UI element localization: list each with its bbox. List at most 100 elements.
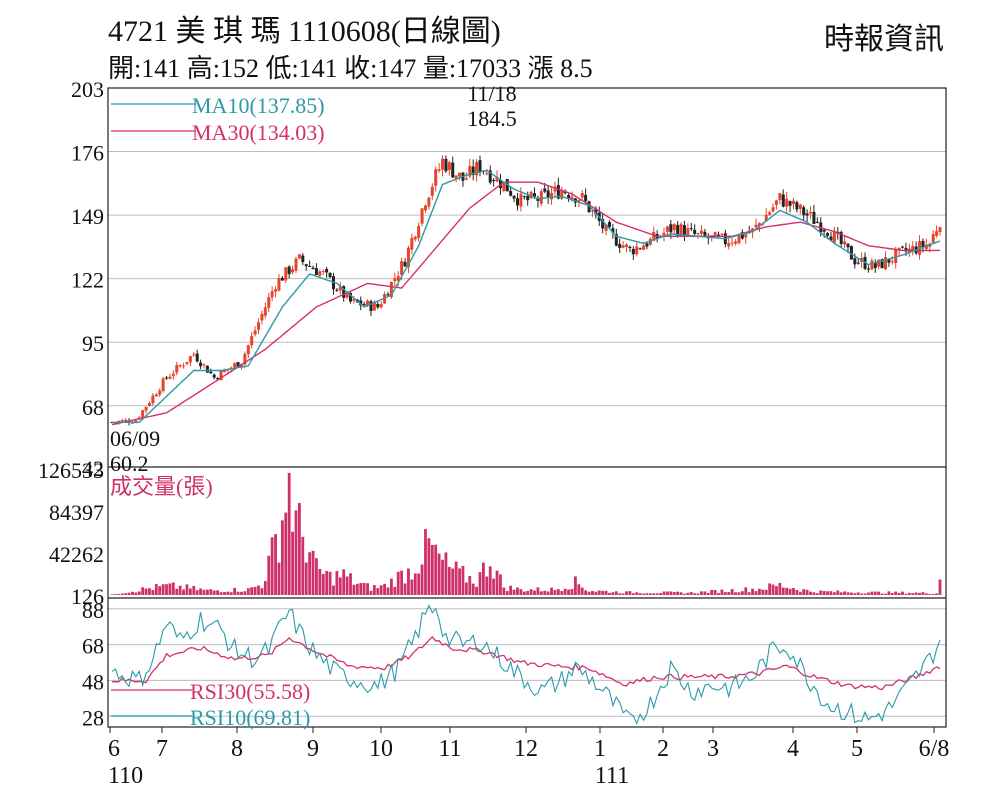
volume-bar xyxy=(826,591,829,595)
volume-bar xyxy=(335,571,339,595)
volume-bar xyxy=(233,587,237,595)
volume-bar xyxy=(447,566,451,595)
candle-body xyxy=(717,234,721,236)
candle-body xyxy=(829,236,833,241)
candle-body xyxy=(369,301,373,312)
volume-tick-label: 126533 xyxy=(38,458,104,483)
volume-bar xyxy=(386,587,390,595)
candle-body xyxy=(498,179,502,189)
candle-body xyxy=(216,378,220,380)
candle-body xyxy=(144,406,148,411)
candle-body xyxy=(168,376,172,379)
volume-bar xyxy=(836,590,840,595)
volume-bar xyxy=(921,592,925,595)
volume-bar xyxy=(376,588,380,595)
candle-body xyxy=(754,224,758,228)
volume-bar xyxy=(393,586,397,595)
candle-body xyxy=(873,262,877,269)
candle-body xyxy=(778,193,782,200)
candle-body xyxy=(781,194,785,207)
candle-body xyxy=(447,162,451,171)
candle-body xyxy=(519,193,523,207)
volume-bar xyxy=(843,591,846,595)
candle-body xyxy=(417,225,421,238)
volume-bar xyxy=(550,587,553,595)
volume-bar xyxy=(897,592,901,595)
volume-bar xyxy=(315,558,318,595)
candle-body xyxy=(682,225,686,237)
volume-bar xyxy=(308,552,312,595)
volume-bar xyxy=(771,584,775,595)
candle-body xyxy=(764,214,768,222)
volume-bar xyxy=(304,562,308,595)
volume-bar xyxy=(464,582,468,595)
volume-bar xyxy=(216,590,220,595)
candle-body xyxy=(158,390,162,395)
volume-bar xyxy=(611,592,615,595)
volume-bar xyxy=(798,591,802,595)
candle-body xyxy=(689,228,693,230)
volume-bar xyxy=(625,591,628,595)
volume-bar xyxy=(124,593,128,595)
x-axis-month-label: 6/8 xyxy=(919,736,950,762)
volume-bar xyxy=(570,588,574,595)
volume-bar xyxy=(832,592,836,595)
volume-bar xyxy=(430,544,434,595)
volume-bar xyxy=(802,589,806,595)
volume-bar xyxy=(584,590,588,595)
volume-bar xyxy=(427,538,431,595)
volume-bar xyxy=(560,591,564,595)
volume-bar xyxy=(884,593,887,595)
candle-body xyxy=(822,229,826,232)
volume-bar xyxy=(171,582,175,595)
source-label: 時報資訊 xyxy=(824,23,944,56)
volume-bar xyxy=(628,591,632,595)
candle-body xyxy=(141,410,145,418)
high-date-label: 11/18 xyxy=(467,81,516,106)
volume-bar xyxy=(342,569,346,595)
ma10-legend-label: MA10(137.85) xyxy=(192,93,325,118)
volume-bar xyxy=(580,587,584,595)
x-axis-year-label: 111 xyxy=(595,763,629,789)
volume-bar xyxy=(519,589,523,595)
candle-body xyxy=(785,198,789,207)
volume-bar xyxy=(250,587,254,595)
candle-body xyxy=(475,161,479,176)
volume-bar xyxy=(737,592,741,595)
volume-bar xyxy=(662,591,666,595)
volume-bar xyxy=(212,590,216,595)
candle-body xyxy=(277,277,281,291)
rsi-tick-label: 28 xyxy=(82,705,104,730)
candle-body xyxy=(352,298,356,301)
volume-bar xyxy=(185,584,189,595)
candle-body xyxy=(185,362,189,365)
candle-body xyxy=(389,281,393,298)
ma30-legend-label: MA30(134.03) xyxy=(192,120,325,145)
volume-tick-label: 84397 xyxy=(49,500,104,525)
volume-bar xyxy=(747,592,751,595)
volume-bar xyxy=(165,584,168,595)
candle-body xyxy=(359,300,363,306)
indicator-lines xyxy=(111,169,941,725)
candle-body xyxy=(826,233,830,236)
rsi10-line xyxy=(111,604,941,725)
candle-body xyxy=(335,289,339,291)
candle-body xyxy=(560,189,564,199)
candle-body xyxy=(638,248,642,250)
volume-bar xyxy=(785,587,789,595)
candle-body xyxy=(267,297,271,308)
volume-bar xyxy=(829,591,833,595)
volume-bar xyxy=(839,592,843,595)
volume-bar xyxy=(492,578,496,595)
candle-body xyxy=(550,192,554,200)
volume-bar xyxy=(867,592,870,595)
candle-body xyxy=(805,213,809,216)
candle-body xyxy=(815,221,819,223)
candle-body xyxy=(182,365,186,367)
volume-bar xyxy=(226,591,230,595)
volume-bar xyxy=(141,587,145,595)
candle-body xyxy=(607,221,611,228)
volume-bar xyxy=(199,588,202,595)
candle-body xyxy=(338,286,342,291)
volume-bar xyxy=(437,553,441,595)
